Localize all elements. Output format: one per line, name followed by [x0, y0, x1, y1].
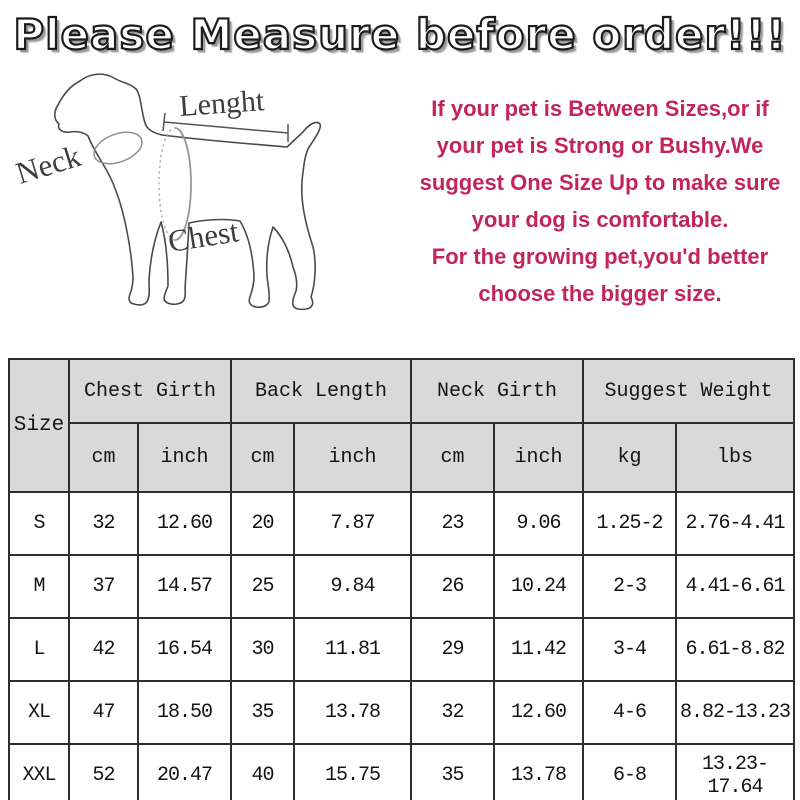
suggest-weight-header: Suggest Weight: [582, 358, 795, 424]
chest-label: Chest: [166, 213, 242, 259]
chest-girth-header: Chest Girth: [68, 358, 232, 424]
neck-girth-header: Neck Girth: [410, 358, 584, 424]
value-cell: 35: [410, 743, 495, 800]
unit-header-row: cm inch cm inch cm inch kg lbs: [9, 422, 795, 493]
value-cell: 42: [68, 617, 139, 682]
value-cell: 16.54: [137, 617, 232, 682]
value-cell: 6.61-8.82: [675, 617, 795, 682]
dog-outline: [53, 73, 322, 311]
unit-cell: cm: [230, 422, 295, 493]
notice-line: For the growing pet,you'd better: [431, 244, 769, 269]
back-length-header: Back Length: [230, 358, 412, 424]
size-cell: M: [8, 554, 70, 619]
value-cell: 2.76-4.41: [675, 491, 795, 556]
value-cell: 9.06: [493, 491, 584, 556]
value-cell: 1.25-2: [582, 491, 677, 556]
value-cell: 13.78: [493, 743, 584, 800]
table-row: S 32 12.60 20 7.87 23 9.06 1.25-2 2.76-4…: [8, 491, 795, 556]
value-cell: 35: [230, 680, 295, 745]
value-cell: 13.78: [293, 680, 412, 745]
sizing-advice: If your pet is Between Sizes,or if your …: [402, 90, 798, 312]
table-row: L 42 16.54 30 11.81 29 11.42 3-4 6.61-8.…: [8, 617, 795, 682]
value-cell: 26: [410, 554, 495, 619]
value-cell: 25: [230, 554, 295, 619]
notice-line: your dog is comfortable.: [471, 207, 729, 232]
value-cell: 29: [410, 617, 495, 682]
unit-cell: lbs: [675, 422, 795, 493]
notice-line: If your pet is Between Sizes,or if: [431, 96, 769, 121]
value-cell: 52: [68, 743, 139, 800]
notice-line: suggest One Size Up to make sure: [419, 170, 781, 195]
notice-line: your pet is Strong or Bushy.We: [436, 133, 764, 158]
length-label: Lenght: [178, 84, 266, 123]
size-cell: XL: [8, 680, 70, 745]
chest-girth-ellipse-solid: [174, 127, 192, 241]
unit-cell: inch: [137, 422, 232, 493]
value-cell: 32: [68, 491, 139, 556]
value-cell: 14.57: [137, 554, 232, 619]
value-cell: 9.84: [293, 554, 412, 619]
table-row: M 37 14.57 25 9.84 26 10.24 2-3 4.41-6.6…: [8, 554, 795, 619]
dog-measurement-diagram: Lenght Neck Chest: [12, 73, 322, 311]
length-measure-line: [162, 112, 289, 142]
value-cell: 11.81: [293, 617, 412, 682]
value-cell: 4.41-6.61: [675, 554, 795, 619]
neck-label: Neck: [12, 138, 85, 191]
value-cell: 37: [68, 554, 139, 619]
size-cell: XXL: [8, 743, 70, 800]
value-cell: 20.47: [137, 743, 232, 800]
size-column-header: Size: [8, 358, 70, 493]
unit-cell: inch: [493, 422, 584, 493]
table-row: XXL 52 20.47 40 15.75 35 13.78 6-8 13.23…: [8, 743, 795, 800]
value-cell: 2-3: [582, 554, 677, 619]
value-cell: 40: [230, 743, 295, 800]
value-cell: 3-4: [582, 617, 677, 682]
notice-line: choose the bigger size.: [478, 281, 722, 306]
unit-cell: cm: [410, 422, 495, 493]
value-cell: 10.24: [493, 554, 584, 619]
value-cell: 23: [410, 491, 495, 556]
unit-cell: kg: [582, 422, 677, 493]
value-cell: 6-8: [582, 743, 677, 800]
value-cell: 30: [230, 617, 295, 682]
unit-cell: cm: [68, 422, 139, 493]
value-cell: 32: [410, 680, 495, 745]
value-cell: 15.75: [293, 743, 412, 800]
table-row: XL 47 18.50 35 13.78 32 12.60 4-6 8.82-1…: [8, 680, 795, 745]
value-cell: 20: [230, 491, 295, 556]
size-chart-table: Size Chest Girth Back Length Neck Girth …: [8, 358, 795, 800]
value-cell: 11.42: [493, 617, 584, 682]
size-cell: S: [8, 491, 70, 556]
chest-girth-ellipse-dotted: [158, 127, 176, 241]
value-cell: 12.60: [137, 491, 232, 556]
value-cell: 12.60: [493, 680, 584, 745]
size-cell: L: [8, 617, 70, 682]
value-cell: 4-6: [582, 680, 677, 745]
value-cell: 18.50: [137, 680, 232, 745]
unit-cell: inch: [293, 422, 412, 493]
neck-girth-ellipse: [93, 131, 143, 165]
page-title: Please Measure before order!!!: [12, 9, 787, 60]
value-cell: 47: [68, 680, 139, 745]
value-cell: 7.87: [293, 491, 412, 556]
value-cell: 13.23-17.64: [675, 743, 795, 800]
value-cell: 8.82-13.23: [675, 680, 795, 745]
